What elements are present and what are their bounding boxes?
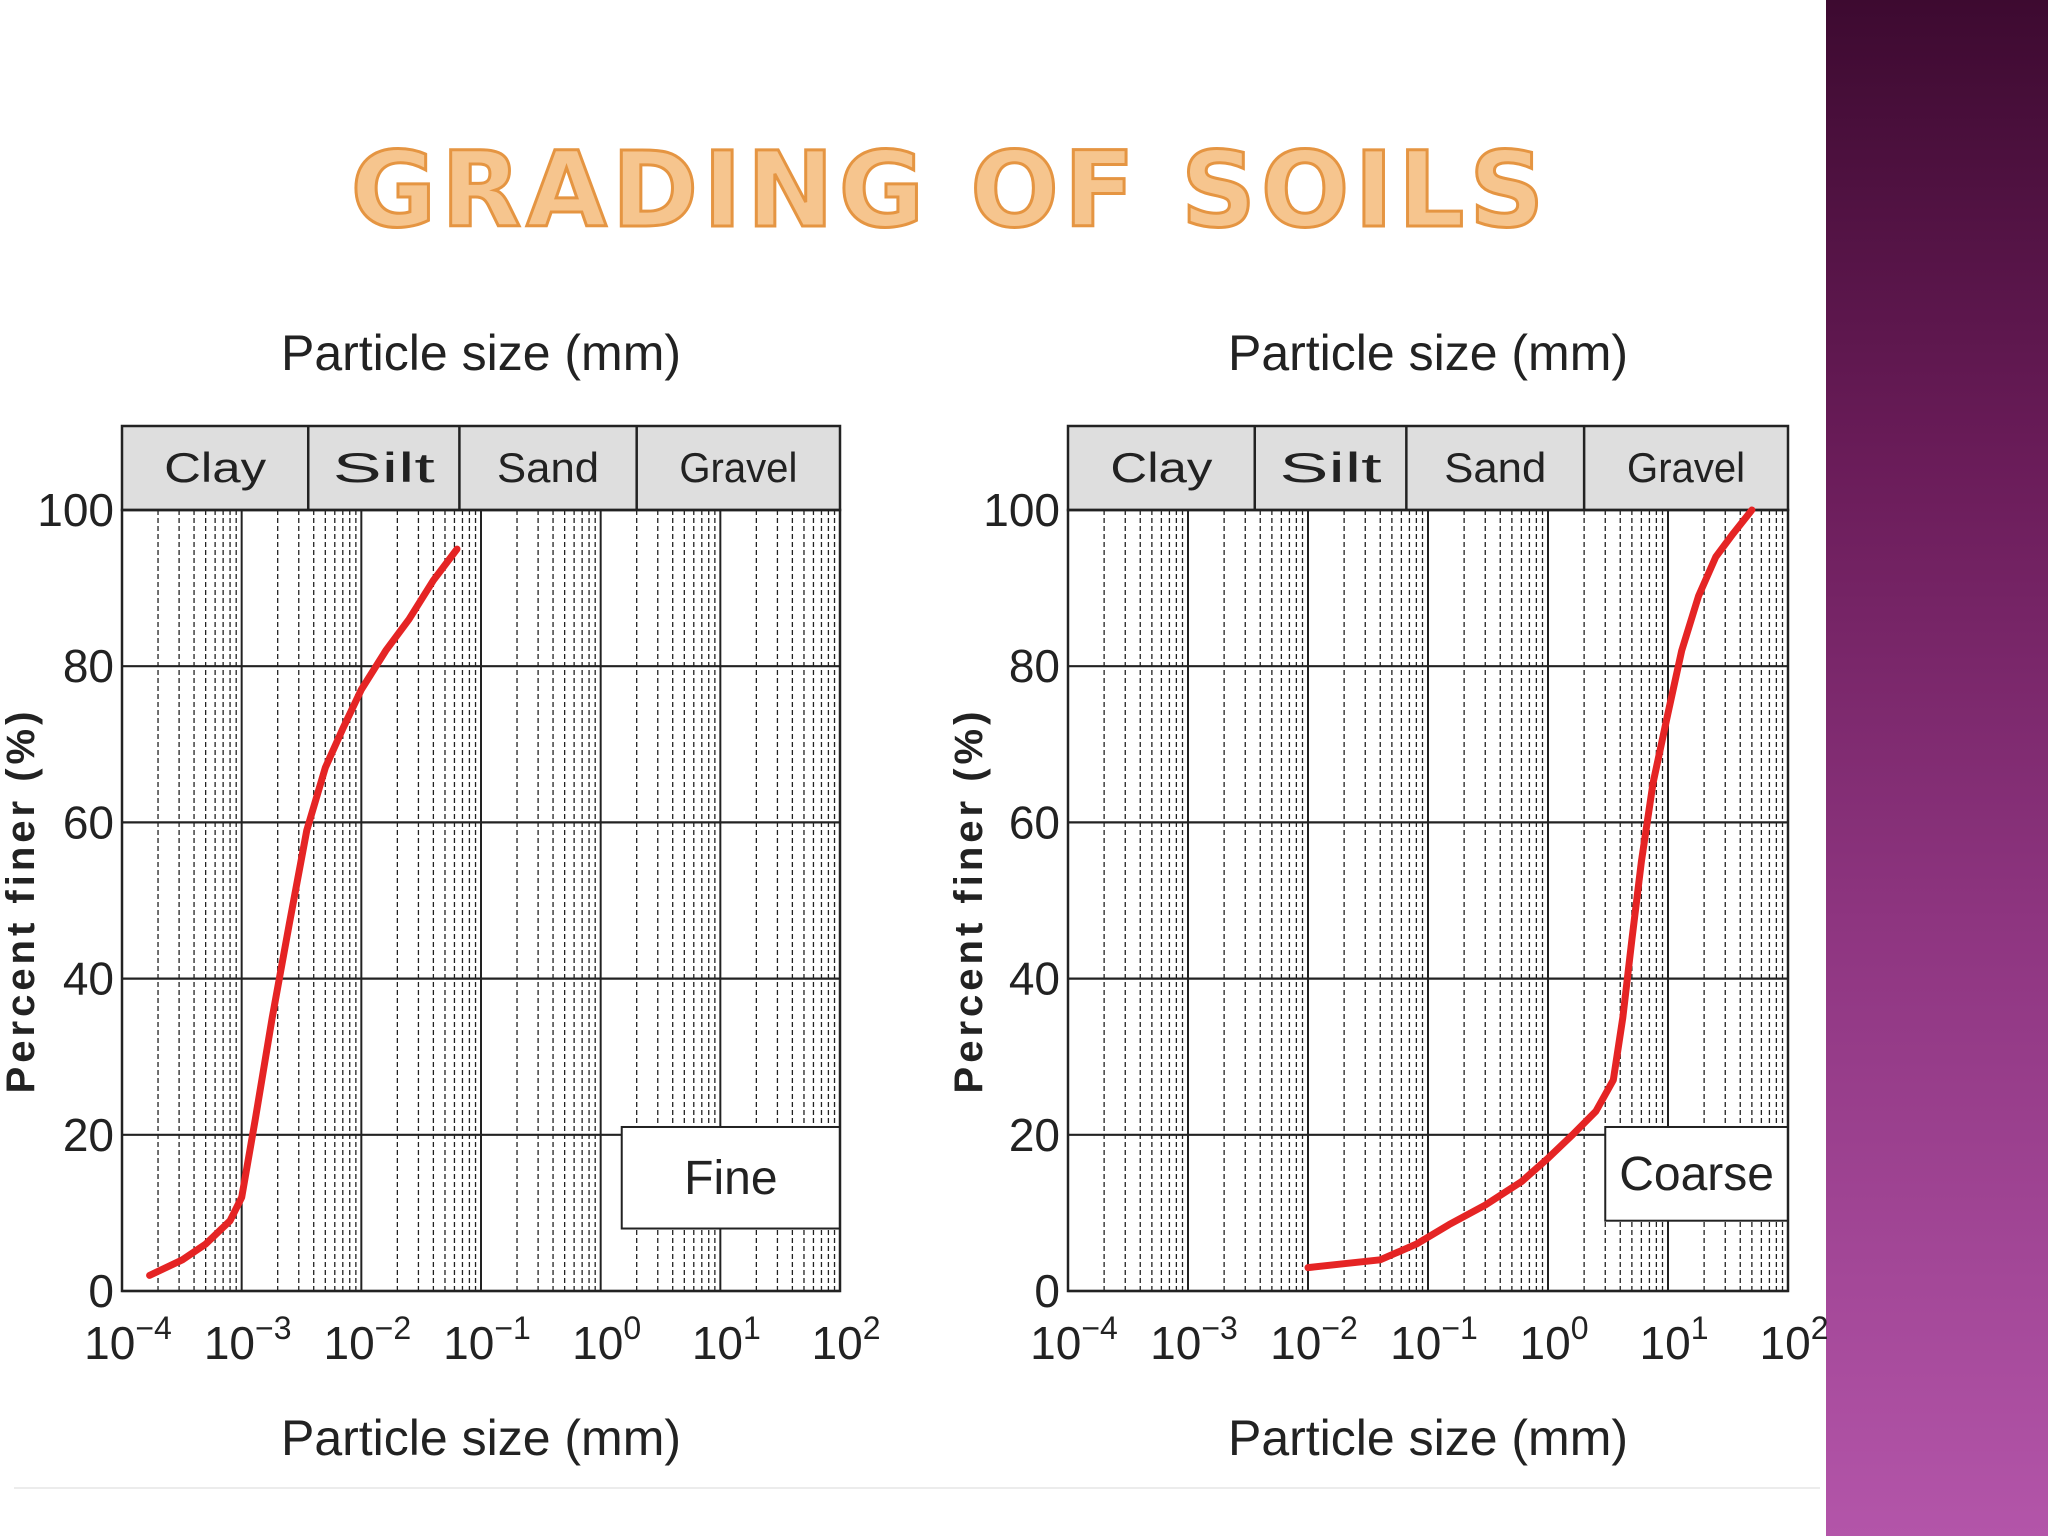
x-tick-label: 10−1	[443, 1310, 531, 1369]
size-class-label: Silt	[1280, 444, 1383, 491]
y-tick-label: 100	[37, 484, 114, 536]
y-tick-label: 100	[983, 484, 1060, 536]
y-tick-label: 40	[63, 953, 114, 1005]
x-tick-label: 10−3	[1150, 1310, 1238, 1369]
y-tick-label: 80	[1009, 640, 1060, 692]
x-tick-label: 101	[1640, 1310, 1709, 1369]
y-axis-title: Percent finer (%)	[0, 708, 43, 1094]
band-background	[120, 424, 842, 512]
x-tick-label: 100	[572, 1310, 641, 1369]
grading-curve	[1304, 506, 1756, 1272]
y-tick-label: 0	[1034, 1265, 1060, 1317]
size-class-label: Gravel	[679, 444, 797, 491]
y-tick-label: 20	[1009, 1109, 1060, 1161]
x-tick-label: 100	[1520, 1310, 1589, 1369]
x-tick-label: 10−1	[1390, 1310, 1478, 1369]
footer-divider	[14, 1487, 1820, 1489]
top-axis-title: Particle size (mm)	[1228, 325, 1628, 381]
chart-2: Clay Silt Sand Gravel Coarse 0 20 40 60 80 100 10−4…	[947, 325, 1828, 1466]
x-axis-title: Particle size (mm)	[281, 1410, 681, 1466]
y-tick-label: 60	[63, 796, 114, 848]
y-tick-label: 0	[88, 1265, 114, 1317]
y-tick-label: 60	[1009, 796, 1060, 848]
x-tick-label: 10−4	[1030, 1310, 1118, 1369]
size-class-label: Clay	[164, 444, 266, 491]
x-axis-title: Particle size (mm)	[1228, 1410, 1628, 1466]
x-tick-label: 10−3	[204, 1310, 292, 1369]
x-tick-label: 102	[1760, 1310, 1829, 1369]
top-axis-title: Particle size (mm)	[281, 325, 681, 381]
y-tick-label: 80	[63, 640, 114, 692]
grading-curve	[146, 545, 461, 1279]
decorative-side-bar	[1826, 0, 2048, 1536]
annotation-label: Fine	[684, 1152, 777, 1205]
x-tick-label: 10−2	[1270, 1310, 1358, 1369]
size-class-label: Sand	[497, 444, 599, 491]
x-tick-label: 102	[812, 1310, 881, 1369]
y-axis-title: Percent finer (%)	[947, 708, 991, 1094]
slide-title: GRADING OF SOILS	[349, 129, 1550, 252]
x-tick-label: 101	[692, 1310, 761, 1369]
size-class-label: Sand	[1444, 444, 1546, 491]
size-class-band: Clay Silt Sand Gravel	[120, 424, 842, 512]
chart-1: Clay Silt Sand Gravel Fine 0 20 40 60 80 100 10−4 10…	[0, 325, 880, 1466]
size-class-band: Clay Silt Sand Gravel	[1066, 424, 1790, 512]
y-tick-label: 20	[63, 1109, 114, 1161]
x-tick-label: 10−4	[84, 1310, 172, 1369]
annotation-label: Coarse	[1619, 1148, 1774, 1201]
plot-frame	[1066, 508, 1790, 1293]
plot-frame	[120, 508, 842, 1293]
annotation-box	[620, 1125, 841, 1230]
band-background	[1066, 424, 1790, 512]
size-class-label: Clay	[1110, 444, 1212, 491]
size-class-label: Gravel	[1627, 444, 1745, 491]
y-tick-label: 40	[1009, 953, 1060, 1005]
x-tick-label: 10−2	[324, 1310, 412, 1369]
annotation-box	[1604, 1125, 1789, 1222]
size-class-label: Silt	[333, 444, 436, 491]
